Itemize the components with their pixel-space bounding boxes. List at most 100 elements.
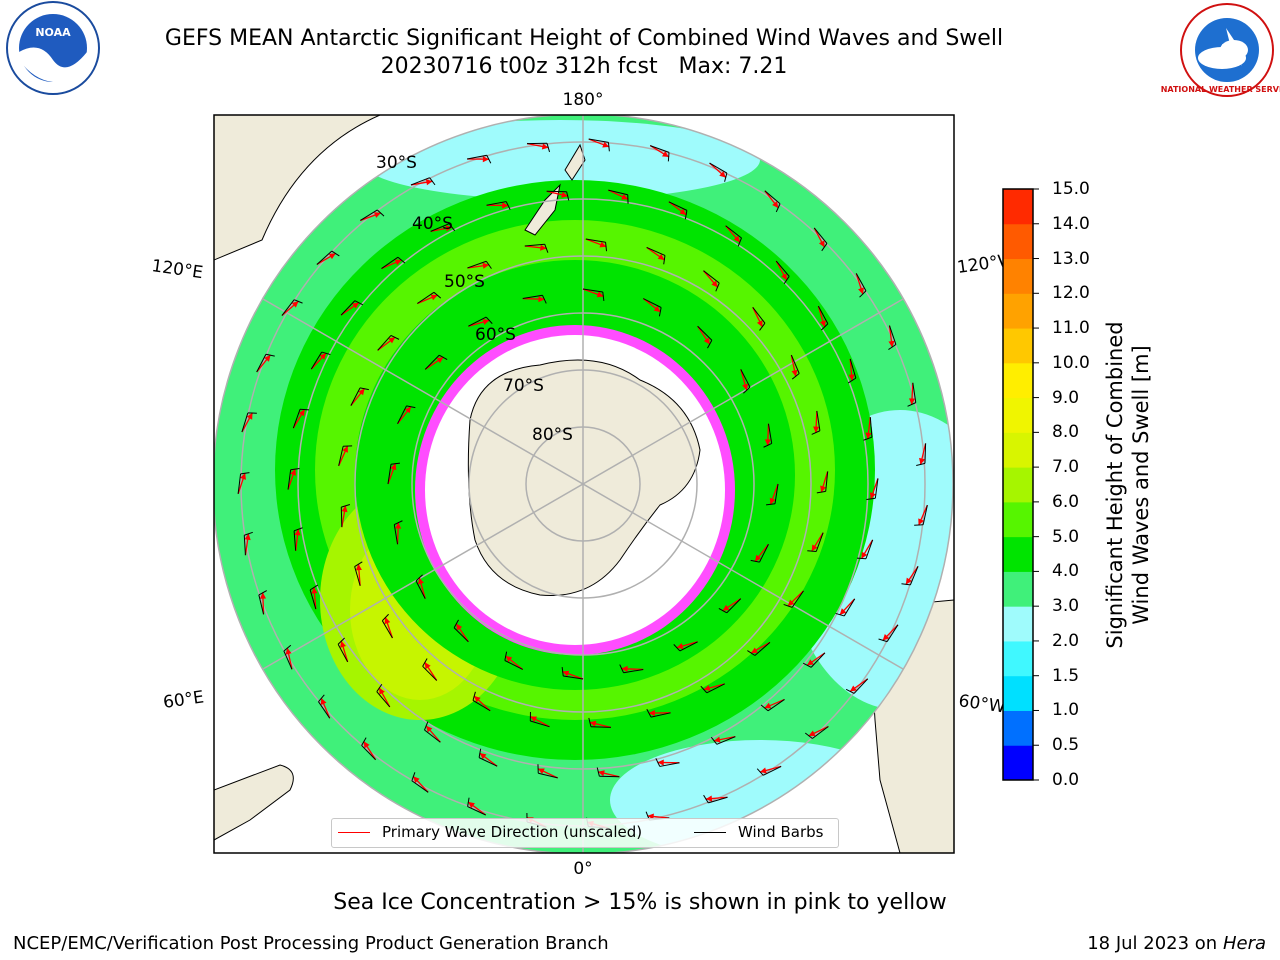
wind-barb-staff <box>468 316 487 327</box>
colorbar-tick-label: 9.0 <box>1052 387 1080 408</box>
lat-label-30s: 30°S <box>376 153 417 173</box>
wave-arrow-head <box>759 767 767 774</box>
madagascar-land <box>214 764 294 841</box>
wind-barb-staff <box>354 566 361 586</box>
wind-barb-flag <box>684 210 688 220</box>
wind-barb-flag <box>804 732 813 739</box>
colorbar-bin <box>1003 640 1033 677</box>
wave-arrow-head <box>781 273 787 281</box>
noaa-logo-text: NOAA <box>35 26 71 39</box>
colorbar-tick-label: 13.0 <box>1052 248 1090 269</box>
wind-barb-flag <box>783 276 790 285</box>
wind-barb-flag <box>337 637 345 645</box>
wave-arrow-head <box>537 768 545 775</box>
wind-barb-staff <box>752 307 766 324</box>
wind-barb-staff <box>424 729 441 743</box>
wave-arrow-head <box>540 244 547 251</box>
wind-barb-flag <box>283 644 292 652</box>
wind-barb-staff <box>430 223 450 232</box>
wind-barb-staff <box>764 190 781 205</box>
wind-barb-flag <box>747 650 756 656</box>
wind-barb-flag <box>566 191 570 201</box>
colorbar-tick-label: 15.0 <box>1052 179 1090 199</box>
wind-barb-flag <box>544 244 549 253</box>
wind-barb-staff <box>855 273 867 292</box>
wave-direction-arrows <box>237 138 928 829</box>
wind-barb-flag <box>673 644 681 652</box>
wave-arrow-head <box>290 468 297 476</box>
wave-arrow-head <box>341 505 348 513</box>
wind-barb-staff <box>888 325 897 345</box>
wind-barb-flag <box>433 291 442 299</box>
wave-arrow-head <box>839 608 847 615</box>
wave-arrow-head <box>505 655 513 663</box>
wind-barb-flag <box>309 584 319 591</box>
wave-arrow-head <box>425 179 433 186</box>
wind-barb-staff <box>791 590 804 608</box>
wind-barb-staff <box>810 652 826 668</box>
wave-arrow-head <box>388 337 396 344</box>
wind-barb-flag <box>724 172 728 182</box>
antarctica-land <box>467 359 701 597</box>
wind-barb-flag <box>718 608 727 614</box>
nws-logo: NATIONAL WEATHER SERVICE <box>1161 3 1280 97</box>
colorbar-tick-label: 7.0 <box>1052 457 1080 478</box>
wave-arrow-head <box>848 374 855 381</box>
wave-arrow-head <box>379 687 385 695</box>
colorbar-bin <box>1003 189 1033 225</box>
wave-arrow-head <box>319 353 327 360</box>
wind-barb-flag <box>321 351 331 356</box>
wind-barb-flag <box>424 721 429 731</box>
wind-barb-flag <box>485 316 493 324</box>
wave-arrow-head <box>705 795 713 802</box>
wind-barb-flag <box>240 472 250 475</box>
wind-barb-flag <box>835 612 845 617</box>
wind-barb-staff <box>643 298 662 308</box>
wave-arrow-head <box>298 409 305 417</box>
wave-arrow-head <box>818 240 825 248</box>
wind-barb-staff <box>815 532 824 552</box>
wave-arrow-head <box>456 623 463 631</box>
map-legend: Primary Wave Direction (unscaled) Wind B… <box>331 818 839 848</box>
lon-label-0: 0° <box>573 859 592 879</box>
legend-barb-label: Wind Barbs <box>738 823 824 841</box>
wave-arrow-head <box>264 354 271 362</box>
wind-barb-flag <box>381 613 389 622</box>
chart-subtitle: 20230716 t00z 312h fcst Max: 7.21 <box>380 54 788 79</box>
wind-barb-flag <box>294 299 303 304</box>
wind-barb-staff <box>563 675 584 680</box>
wave-arrow-head <box>662 151 670 158</box>
wave-arrow-head <box>648 710 655 717</box>
wave-arrow-head <box>742 383 748 391</box>
wind-barb-staff <box>874 478 879 499</box>
wind-barb-flag <box>394 520 403 525</box>
wind-barb-staff <box>646 246 666 256</box>
wave-arrow-head <box>791 369 798 377</box>
wind-barb-flag <box>354 300 364 306</box>
credit-date: 18 Jul 2023 on Hera <box>1087 933 1266 954</box>
wind-barb-flag <box>667 152 670 162</box>
wind-barb-flag <box>847 377 857 384</box>
wind-barb-flag <box>663 255 666 265</box>
wind-barb-flag <box>429 177 436 186</box>
colorbar-tick-label: 0.0 <box>1052 770 1080 790</box>
wave-arrow-head <box>311 587 318 594</box>
wave-arrow-head <box>657 253 665 261</box>
colorbar-tick-label: 10.0 <box>1052 352 1090 373</box>
wind-barb-flag <box>759 322 766 331</box>
wind-barb-flag <box>341 504 351 508</box>
wave-arrow-head <box>679 208 687 215</box>
wave-arrow-head <box>787 599 795 607</box>
wind-barb-flag <box>619 664 624 673</box>
wind-barb-flag <box>756 768 764 776</box>
wind-barb-flag <box>486 154 492 164</box>
wind-barb-flag <box>331 250 340 257</box>
wind-barb-staff <box>924 443 927 464</box>
colorbar-tick-label: 1.0 <box>1052 700 1080 721</box>
wind-barb-staff <box>659 762 680 767</box>
wind-barb-staff <box>393 524 399 545</box>
wind-barb-flag <box>700 685 708 694</box>
wave-arrow-head <box>882 633 890 641</box>
wind-barb-staff <box>424 354 440 370</box>
